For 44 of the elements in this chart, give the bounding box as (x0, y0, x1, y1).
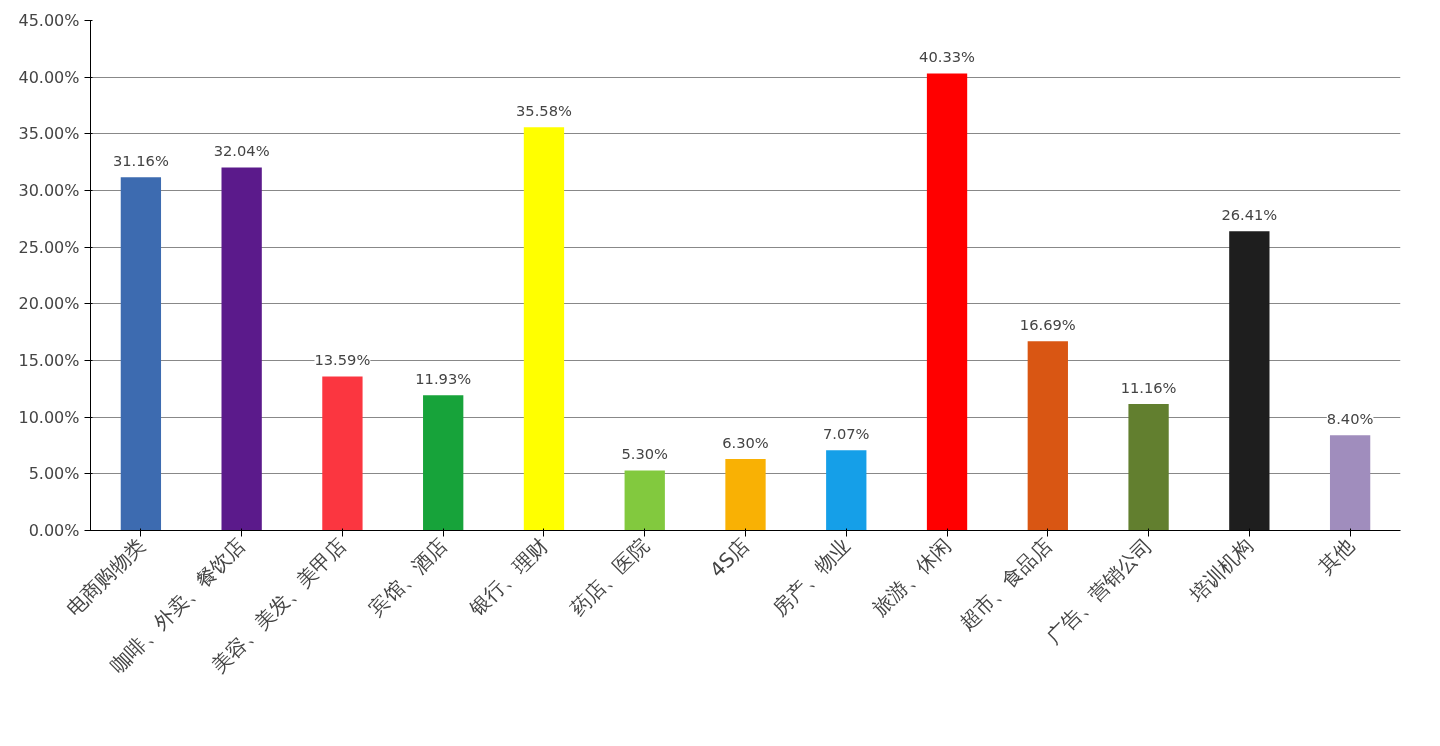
bar (221, 167, 262, 531)
bar (826, 450, 867, 531)
y-tick-label: 30.00% (18, 181, 80, 200)
x-tick-label: 房产、物业 (767, 533, 855, 621)
data-label: 40.33% (919, 48, 976, 66)
bar (322, 376, 363, 531)
x-tick-label: 宾馆、酒店 (364, 533, 452, 621)
data-label: 31.16% (112, 152, 169, 170)
bar (423, 395, 464, 531)
bar (523, 127, 565, 531)
bar (120, 177, 162, 531)
data-label: 11.93% (415, 370, 472, 388)
bar (1229, 231, 1270, 531)
bar (624, 470, 665, 531)
bar (725, 459, 766, 531)
y-tick-label: 20.00% (18, 294, 80, 314)
y-tick-label: 0.00% (28, 521, 80, 540)
data-label: 6.30% (722, 434, 769, 452)
x-tick-label: 旅游、休闲 (867, 533, 956, 621)
data-label: 32.04% (213, 142, 270, 160)
y-tick-label: 35.00% (18, 124, 80, 144)
x-tick-label: 药店、医院 (565, 533, 654, 621)
data-label: 35.58% (516, 102, 572, 120)
y-tick-label: 10.00% (18, 407, 80, 427)
bar (1128, 404, 1169, 531)
data-label: 11.16% (1120, 379, 1177, 397)
y-tick-label: 5.00% (28, 464, 80, 484)
x-tick-label: 其他 (1313, 533, 1359, 579)
data-label: 26.41% (1221, 206, 1278, 224)
x-tick-label: 银行、理财 (464, 533, 553, 622)
y-tick-label: 40.00% (18, 67, 80, 87)
x-tick-label: 4S店 (704, 533, 754, 583)
data-label: 7.07% (822, 425, 870, 443)
y-tick-label: 15.00% (18, 351, 80, 370)
data-label: 5.30% (621, 445, 669, 463)
bar (1329, 435, 1371, 531)
bar (1027, 341, 1068, 531)
data-label: 8.40% (1326, 410, 1374, 428)
bar (926, 73, 968, 531)
y-tick-label: 45.00% (18, 11, 80, 30)
data-label: 13.59% (314, 351, 371, 369)
data-label: 16.69% (1019, 316, 1076, 334)
y-tick-label: 25.00% (18, 237, 80, 257)
x-tick-label: 培训机构 (1183, 533, 1258, 608)
